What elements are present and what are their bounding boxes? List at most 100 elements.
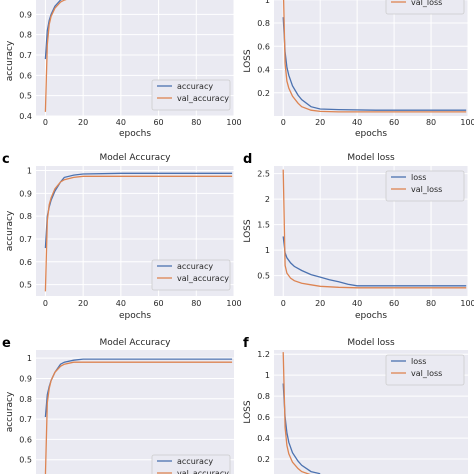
x-tick-label: 20 (78, 299, 88, 308)
x-axis-label: epochs (119, 311, 151, 321)
y-tick-label: 0.4 (257, 66, 270, 75)
x-tick-label: 80 (426, 118, 436, 127)
y-tick-label: 0.8 (257, 19, 270, 28)
y-tick-label: 0.6 (19, 435, 32, 444)
legend-label: loss (411, 357, 426, 366)
y-tick-label: 0.7 (19, 235, 32, 244)
y-tick-label: 1.2 (257, 350, 270, 359)
x-tick-label: 80 (191, 118, 201, 127)
plot-area (274, 0, 468, 116)
legend-label: accuracy (177, 457, 213, 466)
x-tick-label: 40 (352, 299, 362, 308)
y-tick-label: 0.2 (257, 455, 270, 464)
y-tick-label: 0.6 (257, 413, 270, 422)
y-axis-label: LOSS (243, 219, 253, 242)
chart-panel-5: 0.5 0.6 0.7 0.8 0.9 1 accuracy Model Accuracy e a… (2, 336, 234, 474)
x-tick-label: 40 (116, 299, 126, 308)
x-tick-label: 20 (78, 118, 88, 127)
legend-label: val_loss (411, 369, 442, 378)
x-tick-label: 80 (191, 299, 201, 308)
legend-label: val_loss (411, 185, 442, 194)
y-tick-label: 0.5 (19, 281, 32, 290)
chart-title: Model loss (347, 338, 395, 348)
x-tick-label: 0 (281, 299, 286, 308)
y-tick-label: 1 (265, 0, 270, 5)
legend: val_loss (385, 0, 465, 15)
series-group (282, 169, 467, 289)
legend-label: accuracy (177, 262, 213, 271)
x-tick-label: 40 (352, 118, 362, 127)
y-tick-label: 0.8 (19, 31, 32, 40)
y-tick-label: 0.7 (19, 51, 32, 60)
x-tick-label: 100 (226, 299, 241, 308)
y-axis-label: LOSS (243, 400, 253, 423)
x-tick-label: 20 (315, 118, 325, 127)
legend-label: loss (411, 173, 426, 182)
x-tick-label: 100 (226, 118, 241, 127)
legend-box (151, 454, 231, 474)
legend: accuracy val_accuracy (151, 454, 231, 474)
y-tick-label: 0.5 (19, 456, 32, 465)
x-tick-label: 100 (460, 118, 474, 127)
y-tick-label: 0.4 (257, 434, 270, 443)
y-axis-label: accuracy (5, 391, 15, 432)
y-tick-label: 0.6 (257, 42, 270, 51)
chart-panel-6: 0.2 0.4 0.6 0.8 1 1.2 LOSS Model loss f loss val_l… (243, 336, 468, 474)
series-line-loss (282, 383, 321, 474)
x-tick-label: 0 (43, 299, 48, 308)
x-axis-label: epochs (355, 311, 387, 321)
legend-label: val_accuracy (177, 94, 229, 103)
y-tick-label: 0.2 (257, 89, 270, 98)
x-tick-label: 60 (389, 299, 399, 308)
panel-label: f (243, 336, 249, 351)
legend-label: val_accuracy (177, 469, 229, 474)
chart-panel-1: 0.4 0.5 0.6 0.7 0.8 0.9 0 20 40 60 80 100 epochs accu… (5, 0, 242, 139)
chart-title: Model Accuracy (100, 338, 172, 348)
x-tick-label: 60 (153, 118, 163, 127)
y-tick-label: 0.4 (19, 112, 32, 121)
plot-area (36, 350, 234, 474)
x-axis-label: epochs (119, 129, 151, 139)
x-tick-label: 40 (116, 118, 126, 127)
y-tick-label: 2.5 (257, 170, 270, 179)
y-tick-label: 2 (265, 195, 270, 204)
series-group (282, 0, 467, 113)
y-tick-label: 0.8 (19, 212, 32, 221)
y-tick-label: 1.5 (257, 221, 270, 230)
y-tick-label: 0.7 (19, 415, 32, 424)
x-tick-label: 20 (315, 299, 325, 308)
series-line-val_accuracy (44, 0, 67, 112)
x-tick-label: 80 (426, 299, 436, 308)
y-tick-label: 0.6 (19, 258, 32, 267)
y-axis-label: accuracy (5, 40, 15, 81)
series-line-val_loss (282, 0, 467, 113)
legend-label: accuracy (177, 82, 213, 91)
y-tick-label: 1 (265, 371, 270, 380)
chart-title: Model loss (347, 153, 395, 163)
x-tick-label: 100 (460, 299, 474, 308)
chart-panel-4: 0.5 1 1.5 2 2.5 0 20 40 60 80 100 epochs LOSS Model l… (243, 152, 474, 321)
series-line-accuracy (44, 0, 63, 60)
panel-label: d (243, 152, 252, 167)
legend-box (151, 259, 231, 291)
y-tick-label: 0.9 (19, 10, 32, 19)
legend-box (385, 354, 465, 386)
chart-panel-3: 0.5 0.6 0.7 0.8 0.9 1 0 20 40 60 80 100 epochs accura… (2, 152, 242, 321)
legend-label: val_accuracy (177, 274, 229, 283)
series-line-loss (282, 236, 467, 287)
chart-title: Model Accuracy (100, 153, 172, 163)
y-tick-label: 1 (265, 246, 270, 255)
series-line-loss (282, 17, 467, 111)
y-tick-label: 1 (27, 167, 32, 176)
x-axis-label: epochs (355, 129, 387, 139)
series-line-val_accuracy (44, 175, 233, 292)
legend-label: val_loss (411, 0, 442, 7)
chart-panel-2: 0.2 0.4 0.6 0.8 1 0 20 40 60 80 100 epochs LOSS val_l… (243, 0, 474, 139)
x-tick-label: 0 (281, 118, 286, 127)
legend-box (385, 170, 465, 202)
series-line-val_loss (282, 169, 467, 289)
legend: loss val_loss (385, 354, 465, 386)
x-tick-label: 60 (389, 118, 399, 127)
y-tick-label: 0.8 (19, 395, 32, 404)
